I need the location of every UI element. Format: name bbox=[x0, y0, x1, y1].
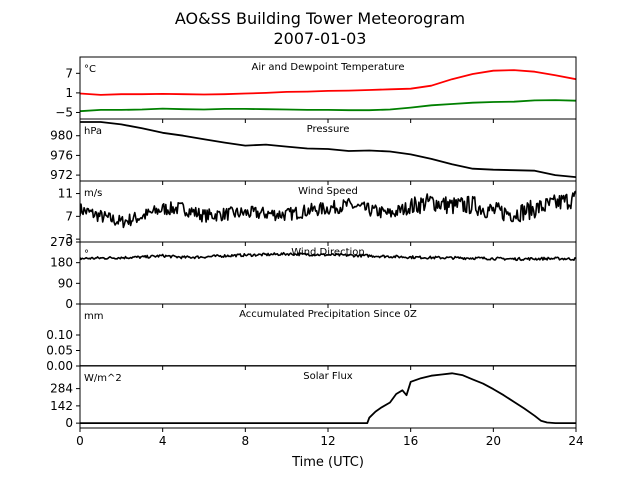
wind_direction-ytick-label: 180 bbox=[50, 256, 73, 270]
pressure-ytick-label: 972 bbox=[50, 168, 73, 182]
xtick-label: 24 bbox=[568, 434, 583, 448]
wind_direction-panel-title: Wind Direction bbox=[291, 247, 365, 258]
pressure-ytick-label: 980 bbox=[50, 129, 73, 143]
panel-precipitation: 0.000.05 0.10 mm Accumulated Precipitation … bbox=[46, 303, 577, 373]
wind_speed-unit-label: m/s bbox=[84, 188, 102, 199]
pressure-ytick-label: 976 bbox=[50, 148, 73, 162]
precipitation-ytick-label: 0.10 bbox=[46, 328, 73, 342]
wind_speed-panel-title: Wind Speed bbox=[298, 186, 358, 197]
solar_flux-panel-title: Solar Flux bbox=[303, 371, 353, 382]
figure-title: AO&SS Building Tower Meteorogram bbox=[175, 9, 465, 28]
precipitation-ytick-label: 0.05 bbox=[46, 344, 73, 358]
precipitation-unit-label: mm bbox=[84, 311, 103, 322]
wind_direction-ytick-label: 0 bbox=[65, 297, 73, 311]
temperature-series-line-0 bbox=[80, 69, 576, 96]
x-axis-label: Time (UTC) bbox=[291, 455, 364, 470]
xtick-label: 4 bbox=[159, 434, 167, 448]
figure-subtitle: 2007-01-03 bbox=[274, 29, 367, 48]
pressure-panel-title: Pressure bbox=[307, 124, 350, 135]
wind_direction-series-line-0 bbox=[80, 251, 576, 262]
wind_direction-unit-label: ° bbox=[84, 249, 89, 260]
panel-temperature: −5 1 7 °C Air and Dewpoint Temperature bbox=[55, 56, 577, 123]
temperature-panel-title: Air and Dewpoint Temperature bbox=[252, 62, 405, 73]
panel-solar_flux: 0 142 284 W/m^2 Solar Flux bbox=[50, 365, 577, 432]
pressure-unit-label: hPa bbox=[84, 126, 102, 137]
precipitation-ytick-label: 0.00 bbox=[46, 359, 73, 373]
pressure-series-group bbox=[80, 121, 576, 178]
x-axis: 0 4 8 12 16 20 24 bbox=[76, 434, 583, 448]
panel-wind_direction: 0 90 180 270 ° Wind Direction bbox=[50, 235, 577, 311]
solar_flux-ytick-label: 0 bbox=[65, 416, 73, 430]
temperature-series-line-1 bbox=[80, 99, 576, 113]
wind_speed-ytick-label: 7 bbox=[65, 209, 73, 223]
wind_direction-ytick-label: 270 bbox=[50, 235, 73, 249]
xtick-label: 20 bbox=[486, 434, 501, 448]
xtick-label: 16 bbox=[403, 434, 418, 448]
temperature-ytick-label: 1 bbox=[65, 86, 73, 100]
pressure-series-line-0 bbox=[80, 121, 576, 178]
temperature-ytick-label: −5 bbox=[55, 105, 73, 119]
temperature-unit-label: °C bbox=[84, 64, 96, 75]
xtick-label: 12 bbox=[320, 434, 335, 448]
solar_flux-series-group bbox=[80, 372, 576, 425]
temperature-ytick-label: 7 bbox=[65, 66, 73, 80]
solar_flux-unit-label: W/m^2 bbox=[84, 373, 122, 384]
solar_flux-ytick-label: 142 bbox=[50, 399, 73, 413]
wind_speed-series-line-0 bbox=[80, 190, 576, 229]
wind_speed-ytick-label: 11 bbox=[58, 187, 73, 201]
solar_flux-series-line-0 bbox=[80, 372, 576, 425]
panel-wind_speed: 3 7 11 m/s Wind Speed bbox=[58, 180, 577, 246]
wind_speed-series-group bbox=[80, 190, 576, 229]
wind_speed-ytick-label: 3 bbox=[65, 232, 73, 246]
panels: −5 1 7 °C Air and Dewpoint Temperature 972 976… bbox=[46, 56, 577, 432]
panel-pressure: 972 976 980 hPa Pressure bbox=[50, 118, 577, 185]
xtick-label: 0 bbox=[76, 434, 84, 448]
solar_flux-ytick-label: 284 bbox=[50, 382, 73, 396]
wind_direction-series-group bbox=[80, 251, 576, 262]
xtick-label: 8 bbox=[242, 434, 250, 448]
wind_direction-ytick-label: 90 bbox=[58, 276, 73, 290]
temperature-series-group bbox=[80, 69, 576, 113]
precipitation-panel-title: Accumulated Precipitation Since 0Z bbox=[239, 309, 417, 320]
